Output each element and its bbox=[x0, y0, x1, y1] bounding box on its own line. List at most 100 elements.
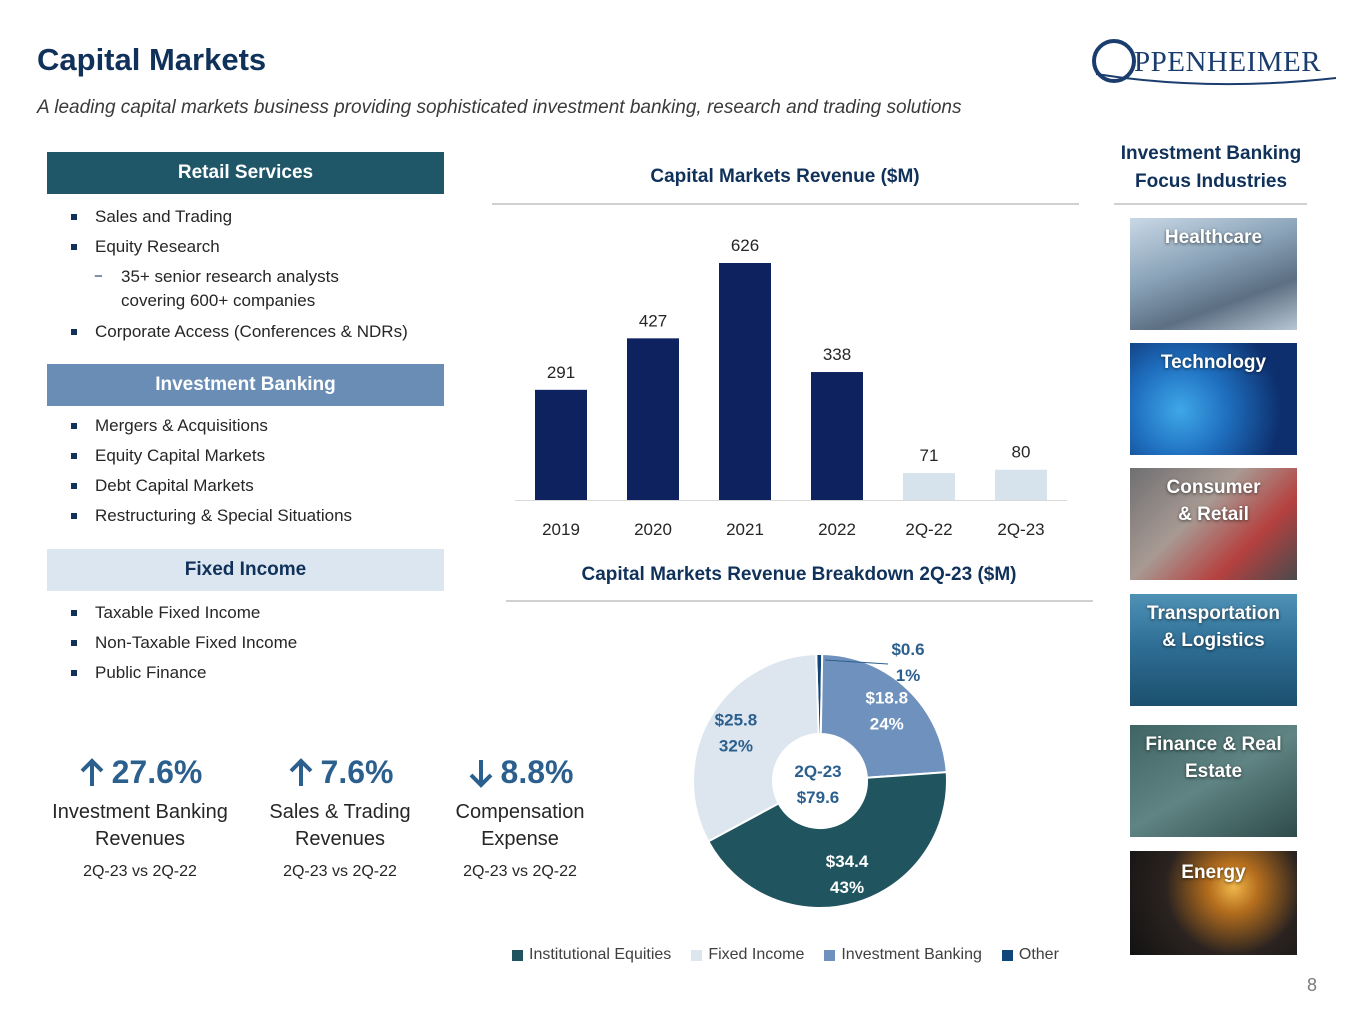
legend-label: Fixed Income bbox=[708, 946, 805, 963]
slice-value-label: $34.4 bbox=[826, 852, 869, 871]
list-item: Sales and Trading bbox=[70, 202, 408, 232]
donut-legend: Institutional Equities Fixed Income Inve… bbox=[512, 946, 1059, 964]
x-tick-label: 2Q-22 bbox=[905, 520, 952, 539]
legend-swatch bbox=[512, 949, 523, 961]
list-item: Equity Research bbox=[70, 232, 408, 262]
x-tick-label: 2Q-23 bbox=[997, 520, 1044, 539]
kpi-value: 8.8% bbox=[500, 754, 574, 790]
legend-item: Other bbox=[1001, 946, 1059, 964]
oppenheimer-logo: PPENHEIMER bbox=[1090, 34, 1340, 86]
list-sub-item: 35+ senior research analysts covering 60… bbox=[70, 262, 408, 317]
bar-2Q-22 bbox=[903, 473, 955, 500]
donut-center-value: $79.6 bbox=[797, 788, 840, 807]
kpi-period: 2Q-23 vs 2Q-22 bbox=[283, 863, 397, 880]
retail-services-header: Retail Services bbox=[47, 152, 444, 194]
kpi-label: Sales & Trading bbox=[269, 801, 411, 823]
slice-investment-banking bbox=[819, 653, 948, 779]
list-item: Taxable Fixed Income bbox=[70, 598, 297, 628]
x-tick-label: 2021 bbox=[726, 520, 764, 539]
tile-label: Energy bbox=[1181, 862, 1246, 883]
kpi-label: Compensation bbox=[455, 801, 585, 823]
tile-label: Finance & Real Estate bbox=[1145, 734, 1282, 782]
kpi-value: 27.6% bbox=[111, 754, 203, 790]
list-item: Restructuring & Special Situations bbox=[70, 501, 352, 531]
tile-energy: Energy bbox=[1130, 851, 1297, 955]
tile-label: Technology bbox=[1160, 352, 1267, 373]
page-subtitle: A leading capital markets business provi… bbox=[37, 97, 962, 118]
kpi-label: Expense bbox=[481, 828, 559, 850]
bar-value-label: 80 bbox=[1012, 443, 1031, 462]
page-number: 8 bbox=[1307, 975, 1318, 995]
tile-technology: Technology bbox=[1130, 343, 1297, 455]
legend-swatch bbox=[691, 949, 703, 961]
legend-item: Fixed Income bbox=[691, 946, 804, 964]
investment-banking-header: Investment Banking bbox=[47, 364, 444, 406]
bar-2022 bbox=[811, 372, 863, 500]
legend-label: Institutional Equities bbox=[529, 946, 672, 963]
legend-item: Institutional Equities bbox=[512, 946, 671, 964]
donut-center-label: 2Q-23 bbox=[794, 762, 841, 781]
slice-value-label: $25.8 bbox=[715, 711, 758, 730]
focus-title-line: Focus Industries bbox=[1134, 171, 1288, 192]
slice-pct-label: 1% bbox=[896, 666, 921, 685]
bar-value-label: 427 bbox=[639, 311, 667, 330]
list-item: Debt Capital Markets bbox=[70, 471, 352, 501]
bar-value-label: 626 bbox=[731, 236, 759, 255]
bar-2020 bbox=[627, 338, 679, 500]
bar-value-label: 338 bbox=[823, 345, 851, 364]
focus-industries-title: Investment Banking Focus Industries bbox=[1108, 140, 1314, 196]
kpi-period: 2Q-23 vs 2Q-22 bbox=[83, 863, 197, 880]
tile-healthcare: Healthcare bbox=[1130, 218, 1297, 330]
kpi-compensation: 8.8% Compensation Expense 2Q-23 vs 2Q-22 bbox=[435, 754, 605, 881]
legend-swatch bbox=[1001, 949, 1013, 961]
investment-banking-list: Mergers & Acquisitions Equity Capital Ma… bbox=[70, 411, 352, 531]
legend-item: Investment Banking bbox=[824, 946, 982, 964]
tile-label: Consumer & Retail bbox=[1166, 477, 1261, 525]
x-tick-label: 2019 bbox=[542, 520, 580, 539]
x-tick-label: 2020 bbox=[634, 520, 672, 539]
retail-services-list: Sales and Trading Equity Research 35+ se… bbox=[70, 202, 408, 347]
slice-fixed-income bbox=[692, 653, 820, 843]
legend-label: Other bbox=[1018, 946, 1059, 963]
bar-2021 bbox=[719, 263, 771, 500]
donut-chart-title: Capital Markets Revenue Breakdown 2Q-23 … bbox=[581, 564, 1017, 585]
kpi-label: Revenues bbox=[294, 828, 386, 850]
bar-value-label: 291 bbox=[547, 363, 575, 382]
legend-swatch bbox=[824, 949, 836, 961]
arrow-up-icon bbox=[289, 757, 312, 786]
leader-line bbox=[824, 659, 889, 665]
revenue-donut-chart: $0.6 1% $18.8 24% $34.4 43% $25.8 32% 2Q-23 $79.6 bbox=[692, 640, 948, 909]
sub-item-line: 35+ senior research analysts bbox=[121, 267, 339, 286]
fixed-income-list: Taxable Fixed Income Non-Taxable Fixed I… bbox=[70, 598, 297, 688]
fixed-income-header: Fixed Income bbox=[47, 549, 444, 591]
bar-2Q-23 bbox=[995, 469, 1047, 500]
divider bbox=[492, 203, 1079, 205]
kpi-label: Investment Banking bbox=[52, 801, 228, 823]
bar-2019 bbox=[535, 389, 587, 500]
kpi-label: Revenues bbox=[94, 828, 186, 850]
slice-institutional-equities bbox=[706, 771, 948, 909]
kpi-sales-trading: 7.6% Sales & Trading Revenues 2Q-23 vs 2… bbox=[255, 754, 425, 881]
focus-title-line: Investment Banking bbox=[1120, 143, 1302, 164]
bar-chart-title: Capital Markets Revenue ($M) bbox=[650, 166, 920, 187]
list-item: Public Finance bbox=[70, 658, 297, 688]
kpi-period: 2Q-23 vs 2Q-22 bbox=[463, 863, 577, 880]
slice-value-label: $18.8 bbox=[866, 689, 909, 708]
logo-swoosh-icon bbox=[1092, 39, 1337, 86]
tile-consumer-retail: Consumer & Retail bbox=[1130, 468, 1297, 580]
revenue-bar-chart: 291 2019 427 2020 626 2021 338 2022 71 2Q-22 80 2Q-… bbox=[515, 236, 1067, 539]
tile-finance-real-estate: Finance & Real Estate bbox=[1130, 725, 1297, 837]
x-tick-label: 2022 bbox=[818, 520, 856, 539]
slice-pct-label: 43% bbox=[830, 878, 864, 897]
tile-transportation-logistics: Transportation & Logistics bbox=[1130, 594, 1297, 706]
slice-pct-label: 32% bbox=[719, 737, 753, 756]
arrow-down-icon bbox=[469, 759, 492, 788]
slice-value-label: $0.6 bbox=[891, 640, 924, 659]
legend-label: Investment Banking bbox=[841, 946, 982, 963]
list-item: Corporate Access (Conferences & NDRs) bbox=[70, 317, 408, 347]
kpi-value: 7.6% bbox=[320, 754, 394, 790]
list-item: Equity Capital Markets bbox=[70, 441, 352, 471]
tile-label: Healthcare bbox=[1164, 227, 1263, 248]
divider bbox=[1114, 203, 1307, 205]
kpi-investment-banking: 27.6% Investment Banking Revenues 2Q-23 … bbox=[40, 754, 240, 881]
